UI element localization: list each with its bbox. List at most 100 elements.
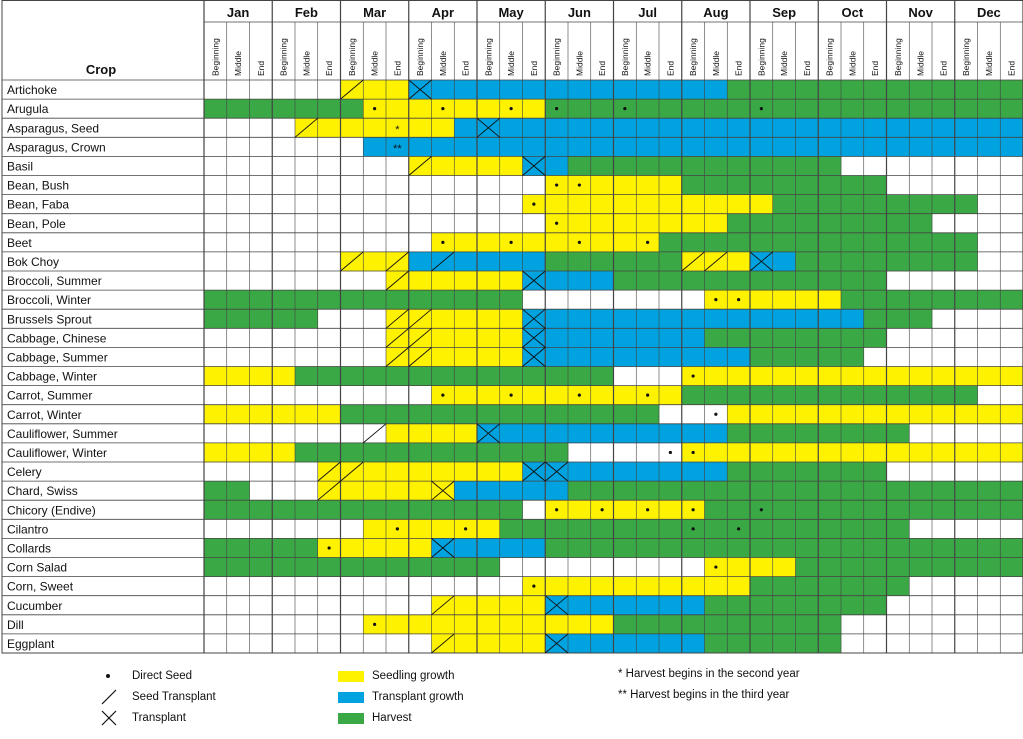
period-label: Middle: [438, 51, 448, 76]
period-label: Beginning: [893, 38, 903, 76]
transplant-marker: [476, 423, 501, 444]
cell-harvest: [750, 156, 774, 176]
legend: Direct Seed Seed Transplant Transplant S…: [0, 662, 1023, 739]
cell-harvest: [795, 557, 819, 577]
cell-harvest: [954, 251, 978, 272]
cell-harvest: [932, 290, 956, 310]
legend-seed-transplant-label: Seed Transplant: [132, 691, 216, 703]
cell-transplant-growth: [909, 118, 933, 138]
cell-harvest: [727, 462, 751, 482]
cell-transplant-growth: [704, 137, 728, 157]
period-label: Middle: [233, 51, 243, 76]
transplant-marker: [544, 633, 569, 654]
cell-harvest: [295, 290, 319, 310]
cell-harvest: [863, 232, 887, 253]
crop-label: Cabbage, Chinese: [7, 331, 107, 345]
cell-harvest: [226, 481, 250, 501]
period-label: Beginning: [279, 38, 289, 76]
transplant-marker: [522, 327, 546, 348]
cell-harvest: [932, 557, 956, 577]
cell-harvest: [772, 99, 796, 119]
cell-seedling-growth: [386, 80, 410, 100]
cell-seedling-growth: [431, 519, 455, 539]
crop-label: Basil: [7, 159, 33, 173]
cell-harvest: [909, 194, 933, 214]
cell-seedling-growth: [386, 614, 410, 635]
cell-transplant-growth: [977, 118, 1001, 138]
cell-harvest: [340, 500, 364, 520]
cell-transplant-growth: [568, 462, 592, 482]
direct-seed-marker: [509, 393, 513, 397]
cell-transplant-growth: [977, 137, 1001, 157]
cell-harvest: [818, 576, 842, 596]
cell-transplant-growth: [477, 481, 501, 501]
cell-seedling-growth: [681, 576, 705, 596]
cell-transplant-growth: [590, 462, 614, 482]
cell-harvest: [772, 385, 796, 405]
month-label: Feb: [295, 5, 318, 20]
cell-seedling-growth: [454, 614, 478, 635]
cell-transplant-growth: [613, 137, 637, 157]
harvest-year-marker: **: [393, 143, 402, 155]
cell-harvest: [750, 576, 774, 596]
cell-harvest: [431, 290, 455, 310]
period-label: Middle: [370, 51, 380, 76]
cell-transplant-growth: [522, 538, 546, 558]
cell-harvest: [272, 99, 296, 119]
cell-harvest: [932, 80, 956, 100]
transplant-marker: [408, 79, 432, 100]
cell-harvest: [818, 423, 842, 444]
cell-seedling-growth: [841, 442, 865, 463]
direct-seed-marker: [555, 183, 559, 187]
cell-seedling-growth: [408, 481, 432, 501]
direct-seed-marker: [441, 107, 445, 111]
cell-harvest: [704, 538, 728, 558]
cell-seedling-growth: [795, 366, 819, 386]
cell-seedling-growth: [727, 557, 751, 577]
cell-transplant-growth: [932, 137, 956, 157]
cell-harvest: [249, 309, 273, 329]
cell-transplant-growth: [818, 118, 842, 138]
cell-seedling-growth: [659, 213, 683, 234]
cell-harvest: [954, 385, 978, 405]
cell-harvest: [841, 80, 865, 100]
cell-harvest: [659, 251, 683, 272]
cell-harvest: [977, 500, 1001, 520]
cell-harvest: [909, 557, 933, 577]
crop-label: Cucumber: [7, 599, 62, 613]
cell-harvest: [636, 404, 660, 425]
cell-harvest: [750, 462, 774, 482]
cell-harvest: [818, 251, 842, 272]
cell-seedling-growth: [340, 538, 364, 558]
seed-transplant-marker: [294, 117, 319, 138]
crop-label: Bok Choy: [7, 255, 59, 269]
cell-transplant-growth: [659, 309, 683, 329]
cell-harvest: [795, 99, 819, 119]
table-border: [1, 0, 1023, 654]
cell-transplant-growth: [1000, 118, 1023, 138]
period-label: Beginning: [620, 38, 630, 76]
direct-seed-marker: [691, 374, 695, 378]
cell-seedling-growth: [454, 271, 478, 291]
cell-harvest: [272, 557, 296, 577]
seed-transplant-marker: [681, 251, 705, 272]
cell-harvest: [841, 538, 865, 558]
cell-harvest: [750, 347, 774, 367]
cell-seedling-growth: [841, 404, 865, 425]
cell-harvest: [659, 99, 683, 119]
cell-harvest: [659, 519, 683, 539]
cell-transplant-growth: [659, 328, 683, 348]
cell-harvest: [386, 557, 410, 577]
cell-transplant-growth: [454, 481, 478, 501]
cell-seedling-growth: [590, 232, 614, 253]
cell-seedling-growth: [454, 232, 478, 253]
cell-seedling-growth: [363, 118, 387, 138]
cell-seedling-growth: [818, 442, 842, 463]
note-third-year: ** Harvest begins in the third year: [618, 689, 790, 701]
cell-transplant-growth: [590, 137, 614, 157]
cell-harvest: [363, 290, 387, 310]
direct-seed-marker: [668, 450, 672, 455]
cell-transplant-growth: [863, 137, 887, 157]
cell-harvest: [750, 481, 774, 501]
cell-harvest: [636, 519, 660, 539]
